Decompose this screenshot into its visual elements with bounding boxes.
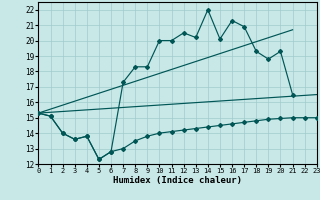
X-axis label: Humidex (Indice chaleur): Humidex (Indice chaleur) [113,176,242,185]
